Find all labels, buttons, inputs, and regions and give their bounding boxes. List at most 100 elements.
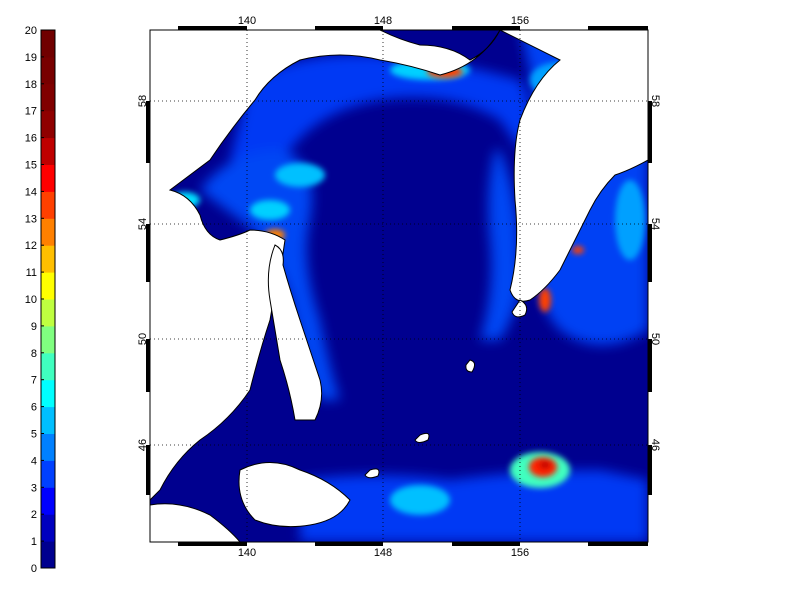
- colorbar-label: 3: [31, 482, 37, 494]
- land-kamchatka: [499, 30, 648, 302]
- colorbar-segment: [41, 487, 55, 515]
- frame-segment: [648, 339, 652, 392]
- colorbar-segment: [41, 218, 55, 246]
- colorbar-segment: [41, 245, 55, 273]
- frame-segment: [315, 26, 383, 30]
- lon-label-top-156: 156: [511, 15, 529, 27]
- lat-label-right-58: 58: [649, 95, 661, 107]
- colorbar-label: 19: [25, 52, 37, 64]
- colorbar-label: 14: [25, 186, 37, 198]
- colorbar-label: 4: [31, 455, 37, 467]
- frame-segment: [452, 542, 520, 546]
- lat-label-left-58: 58: [137, 95, 149, 107]
- frame-segment: [648, 101, 652, 163]
- colorbar-label: 0: [31, 563, 37, 575]
- land: [150, 30, 648, 542]
- land-kuril-1: [511, 299, 528, 318]
- colorbar-label: 20: [25, 25, 37, 37]
- hotspot-east: [572, 246, 584, 254]
- frame-segment: [146, 445, 150, 495]
- frame-segment: [648, 224, 652, 282]
- colorbar-segment: [41, 433, 55, 461]
- land-sakhalin: [267, 244, 323, 421]
- frame-segment: [588, 26, 648, 30]
- cyan-patch-2: [250, 200, 290, 220]
- colorbar-label: 17: [25, 106, 37, 118]
- colorbar-segment: [41, 406, 55, 434]
- frame-segment: [146, 339, 150, 392]
- lat-label-left-54: 54: [137, 218, 149, 230]
- colorbar-segment: [41, 137, 55, 165]
- colorbar-segment: [41, 325, 55, 354]
- colorbar-segment: [41, 379, 55, 408]
- colorbar-segment: [41, 272, 55, 300]
- colorbar-label: 2: [31, 509, 37, 521]
- lat-label-right-46: 46: [649, 439, 661, 451]
- land-kuril-4: [364, 468, 380, 479]
- frame-segment: [315, 542, 383, 546]
- colorbar-label: 8: [31, 348, 37, 360]
- colorbar-segments: [41, 30, 55, 569]
- map-panel: 140 148 156 140 148 156 58 54 50 46 58 5…: [137, 15, 661, 559]
- cyan-patch-1: [275, 163, 325, 187]
- land-kuril-3: [414, 432, 430, 443]
- lon-label-bottom-156: 156: [511, 547, 529, 559]
- colorbar-label: 13: [25, 213, 37, 225]
- hotspot-pacific-core: [539, 461, 551, 469]
- colorbar-label: 18: [25, 79, 37, 91]
- frame-segment: [648, 445, 652, 495]
- lat-labels-left: 58 54 50 46: [137, 95, 149, 451]
- colorbar-label: 6: [31, 402, 37, 414]
- colorbar-label: 12: [25, 240, 37, 252]
- colorbar-label: 7: [31, 375, 37, 387]
- frame-segment: [452, 26, 520, 30]
- colorbar-label: 16: [25, 133, 37, 145]
- lon-label-bottom-148: 148: [374, 547, 392, 559]
- colorbar-segment: [41, 56, 55, 85]
- colorbar-segment: [41, 352, 55, 381]
- land-kuril-2: [465, 359, 476, 373]
- colorbar-segment: [41, 83, 55, 112]
- southern-blue: [300, 470, 648, 542]
- colorbar-label: 1: [31, 536, 37, 548]
- frame-segment: [178, 26, 247, 30]
- lon-labels-top: 140 148 156: [238, 15, 529, 27]
- lon-label-bottom-140: 140: [238, 547, 256, 559]
- frame-segment: [146, 224, 150, 282]
- colorbar-label: 11: [26, 267, 37, 279]
- lat-label-left-50: 50: [137, 333, 149, 345]
- colorbar-segment: [41, 299, 55, 327]
- lon-label-top-148: 148: [374, 15, 392, 27]
- hotspot-kamchatka: [539, 288, 551, 312]
- graticule: [150, 30, 648, 542]
- lat-labels-right: 58 54 50 46: [649, 95, 661, 451]
- frame-ticks: [146, 26, 652, 546]
- colorbar-segment: [41, 30, 55, 58]
- lon-labels-bottom: 140 148 156: [238, 547, 529, 559]
- colorbar-segment: [41, 541, 55, 569]
- frame-segment: [178, 542, 247, 546]
- lat-label-right-54: 54: [649, 218, 661, 230]
- cyan-patch-7: [615, 180, 645, 260]
- map-frame: [149, 29, 649, 543]
- colorbar-label: 9: [31, 321, 37, 333]
- land-honshu: [150, 503, 241, 542]
- lon-label-top-140: 140: [238, 15, 256, 27]
- colorbar-label: 5: [31, 429, 37, 441]
- lat-label-right-50: 50: [649, 333, 661, 345]
- lat-label-left-46: 46: [137, 439, 149, 451]
- shelf-blue-north: [230, 54, 530, 164]
- colorbar-segment: [41, 514, 55, 542]
- colorbar-label: 15: [25, 160, 37, 172]
- colorbar-segment: [41, 460, 55, 488]
- land-hokkaido: [238, 462, 351, 528]
- colorbar-label: 10: [25, 294, 37, 306]
- colorbar-segment: [41, 110, 55, 139]
- cyan-patch-5: [390, 485, 450, 515]
- colorbar-segment: [41, 164, 55, 192]
- colorbar-segment: [41, 191, 55, 219]
- frame-segment: [588, 542, 648, 546]
